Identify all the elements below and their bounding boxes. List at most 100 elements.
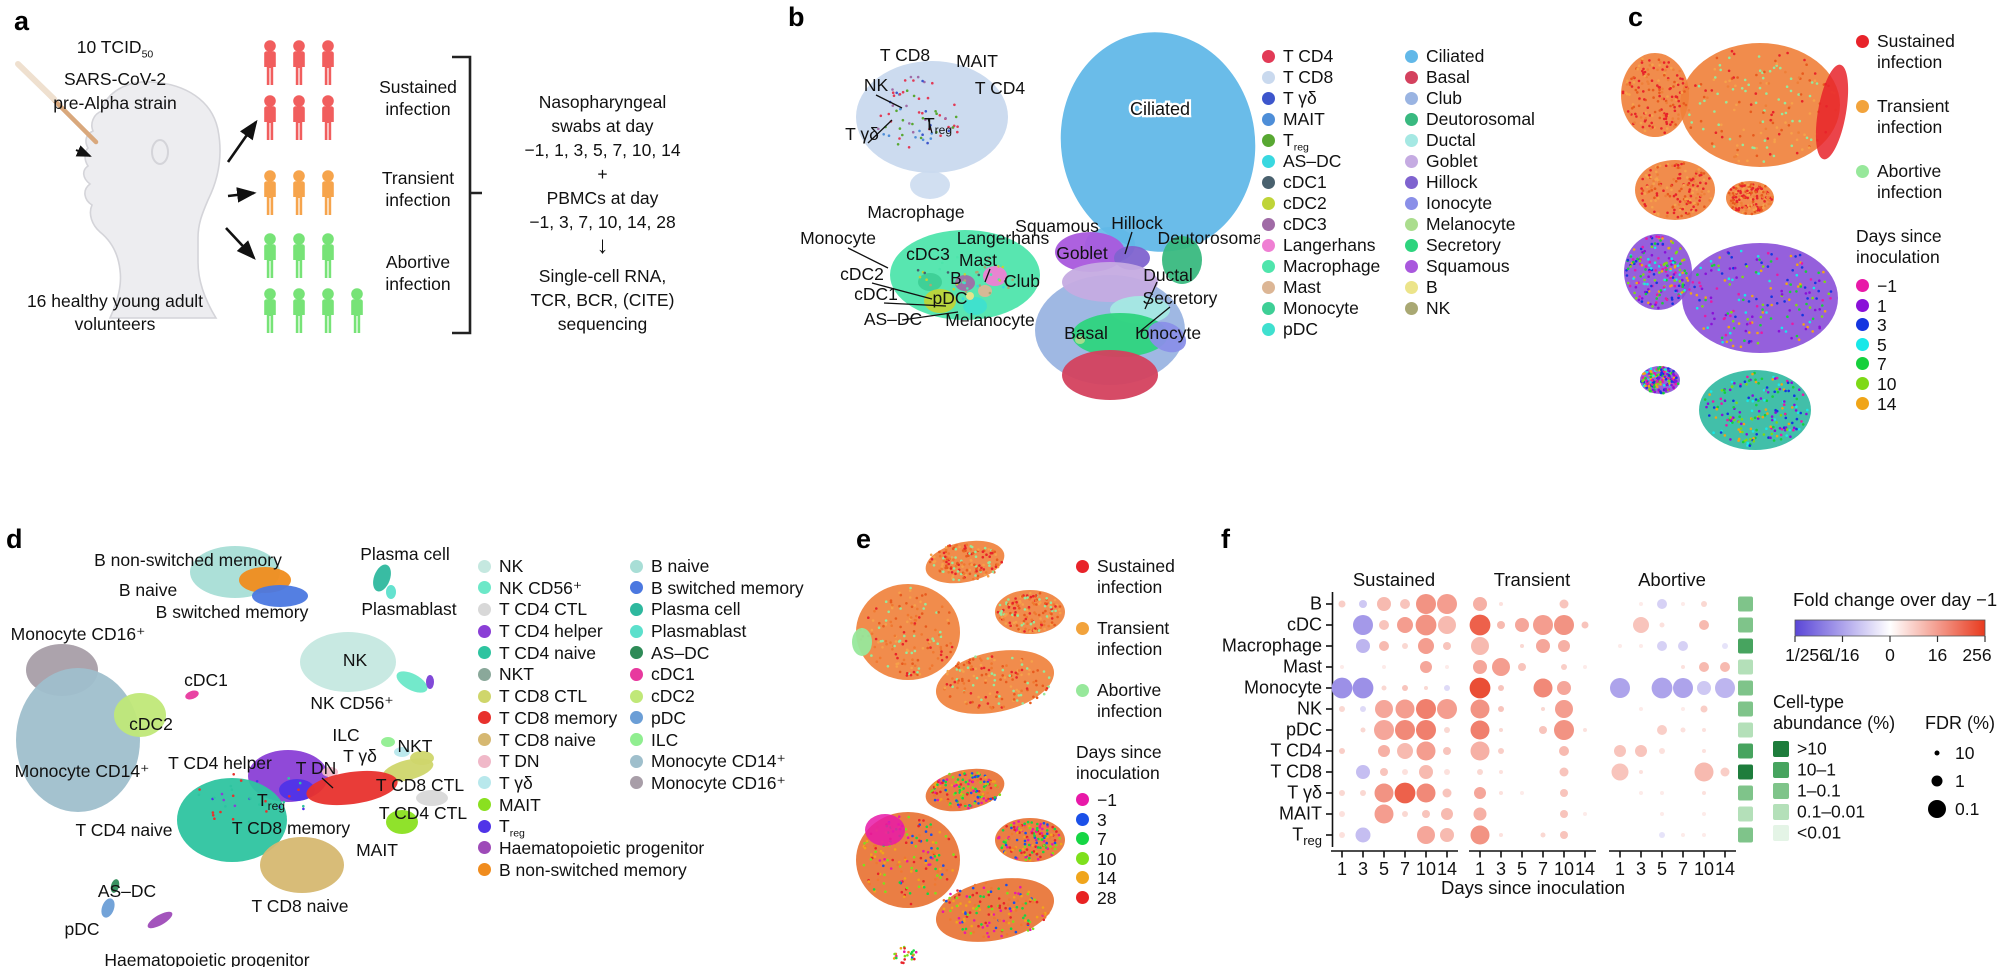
- umap-point: [1662, 113, 1665, 117]
- umap-point: [1737, 159, 1741, 163]
- umap-point: [892, 94, 896, 97]
- dot-mark: [1657, 641, 1667, 651]
- umap-point: [1041, 827, 1044, 831]
- umap-point: [1023, 822, 1026, 826]
- cluster-label: Monocyte: [800, 228, 876, 248]
- umap-point: [1748, 206, 1751, 210]
- umap-point: [1715, 287, 1719, 290]
- umap-point: [1026, 622, 1029, 625]
- umap-point: [1761, 303, 1765, 307]
- umap-point: [1683, 195, 1687, 198]
- umap-point: [1003, 280, 1007, 283]
- umap-point: [1798, 253, 1802, 257]
- umap-point: [942, 559, 946, 562]
- umap-point: [1739, 345, 1743, 349]
- dot-mark: [1702, 749, 1706, 753]
- umap-point: [1774, 408, 1777, 412]
- umap-point: [1803, 133, 1806, 136]
- umap-point: [1728, 267, 1732, 270]
- umap-point: [891, 858, 894, 862]
- umap-point: [968, 779, 971, 782]
- umap-point: [1012, 825, 1016, 829]
- umap-point: [1048, 836, 1052, 839]
- umap-point: [929, 856, 933, 859]
- umap-point: [956, 561, 959, 565]
- umap-point: [1647, 288, 1650, 291]
- umap-point: [1003, 614, 1007, 617]
- umap-point: [990, 655, 994, 658]
- abundance-swatch-icon: [1773, 804, 1789, 820]
- legend-item: Haematopoietic progenitor: [478, 838, 704, 860]
- dot-mark: [1558, 640, 1570, 652]
- umap-point: [1757, 272, 1760, 275]
- umap-point: [1791, 269, 1794, 272]
- sequencing-text: Single-cell RNA, TCR, BCR, (CITE) sequenci…: [505, 264, 700, 336]
- umap-point: [998, 906, 1001, 909]
- dot-mark: [1559, 746, 1569, 756]
- umap-point: [1737, 439, 1740, 442]
- umap-point: [925, 278, 928, 282]
- umap-point: [944, 566, 947, 570]
- umap-point: [1661, 242, 1665, 246]
- umap-point: [984, 695, 988, 699]
- legend-label: NKT: [499, 664, 534, 685]
- panel-letter-f: f: [1221, 524, 1230, 554]
- dot-mark: [1469, 677, 1491, 699]
- umap-point: [1680, 214, 1683, 218]
- umap-point: [1678, 189, 1681, 193]
- umap-cluster-blob: [416, 790, 448, 806]
- umap-point: [965, 661, 969, 664]
- umap-point: [1801, 72, 1804, 75]
- umap-point: [1663, 375, 1667, 379]
- umap-point: [1822, 270, 1825, 274]
- umap-cluster-blob: [865, 814, 905, 846]
- umap-point: [1692, 180, 1696, 183]
- abundance-cell: [1738, 764, 1753, 780]
- cluster-label: T CD4 helper: [168, 753, 272, 773]
- umap-point: [987, 674, 991, 677]
- dot-mark: [1355, 827, 1371, 843]
- umap-point: [944, 117, 947, 120]
- umap-point: [1795, 405, 1798, 409]
- dot-mark: [1700, 705, 1708, 713]
- umap-point: [1053, 841, 1057, 845]
- umap-point: [1744, 209, 1748, 212]
- legend-item: Sustained infection: [1076, 556, 1194, 598]
- umap-point: [937, 853, 941, 857]
- umap-point: [1751, 198, 1755, 201]
- umap-point: [961, 928, 964, 931]
- umap-point: [947, 544, 950, 548]
- person-icon: [264, 40, 276, 85]
- umap-point: [967, 782, 970, 786]
- umap-point: [1660, 378, 1664, 382]
- umap-point: [1804, 327, 1808, 331]
- cluster-label: ILC: [332, 725, 359, 745]
- umap-point: [1690, 121, 1693, 124]
- umap-point: [987, 257, 991, 260]
- umap-point: [1731, 319, 1735, 323]
- umap-point: [1727, 191, 1731, 195]
- umap-point: [1652, 182, 1655, 185]
- umap-point: [1740, 201, 1743, 205]
- umap-point: [987, 561, 990, 564]
- umap-point: [1660, 127, 1663, 130]
- umap-point: [958, 545, 961, 549]
- umap-point: [954, 780, 958, 784]
- umap-point: [904, 841, 908, 844]
- umap-point: [1731, 88, 1735, 91]
- umap-point: [1699, 83, 1703, 86]
- umap-point: [1002, 705, 1006, 709]
- umap-point: [907, 146, 911, 149]
- cluster-label: MAIT: [956, 51, 998, 71]
- umap-point: [1651, 63, 1654, 66]
- umap-point: [1009, 916, 1012, 919]
- umap-point: [930, 664, 934, 667]
- umap-point: [962, 690, 966, 694]
- dot-mark: [1360, 706, 1366, 712]
- umap-point: [1662, 189, 1665, 192]
- umap-point: [901, 662, 904, 665]
- umap-point: [1043, 916, 1047, 919]
- umap-point: [1677, 166, 1680, 170]
- umap-point: [1042, 913, 1045, 916]
- umap-point: [1655, 379, 1659, 383]
